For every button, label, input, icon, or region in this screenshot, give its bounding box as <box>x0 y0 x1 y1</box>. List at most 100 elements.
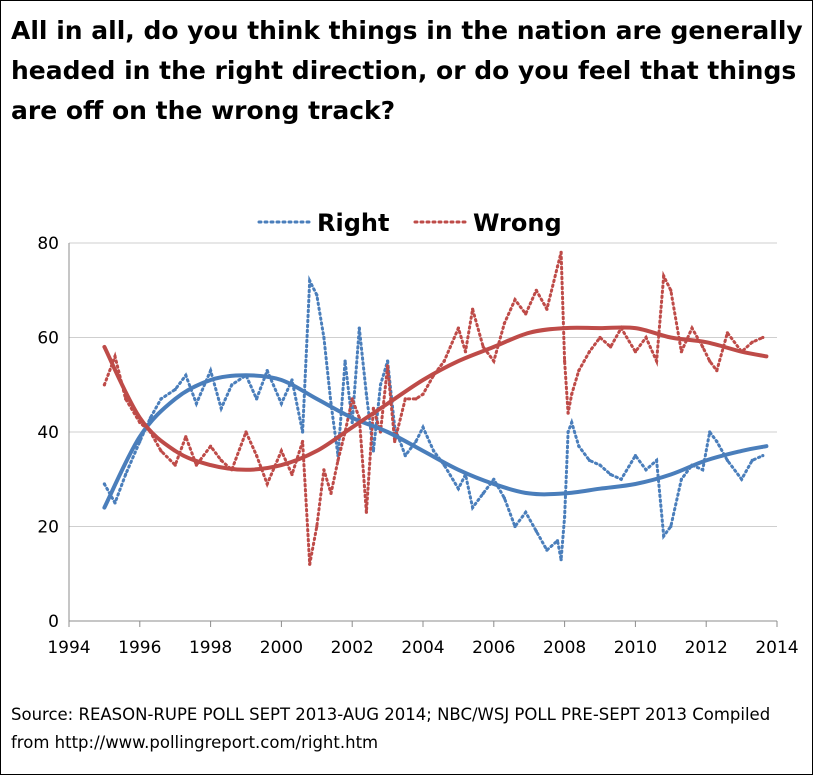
data-point-wrong <box>690 326 694 330</box>
data-point-wrong <box>471 307 475 311</box>
data-point-wrong <box>725 331 730 335</box>
data-point-wrong <box>761 335 765 340</box>
data-point-wrong <box>669 288 673 292</box>
data-point-wrong <box>609 345 613 349</box>
data-point-right <box>301 430 305 434</box>
data-point-wrong <box>322 468 326 472</box>
data-point-wrong <box>290 472 294 477</box>
data-point-wrong <box>194 463 198 467</box>
data-point-right <box>524 510 528 514</box>
data-point-wrong <box>301 439 305 444</box>
data-point-right <box>725 458 730 462</box>
x-tick-label: 2004 <box>401 638 444 658</box>
y-tick-label: 40 <box>37 423 59 443</box>
data-point-wrong <box>750 340 754 344</box>
data-point-wrong <box>633 350 638 354</box>
data-point-right <box>421 425 425 429</box>
data-point-right <box>343 359 347 363</box>
data-point-right <box>371 449 375 453</box>
data-point-wrong <box>570 392 574 396</box>
data-point-wrong <box>492 359 496 363</box>
x-tick-label: 1994 <box>47 638 90 658</box>
data-point-right <box>609 472 613 477</box>
data-point-wrong <box>587 350 592 354</box>
axes: 0 20 40 60 80 1994 1996 1998 2000 2002 2004 2006 200… <box>37 234 798 658</box>
data-point-wrong <box>555 265 560 269</box>
data-point-right <box>502 496 506 500</box>
data-point-right <box>662 534 666 538</box>
data-point-right <box>315 293 319 297</box>
data-point-right <box>750 458 754 462</box>
data-point-right <box>679 477 684 481</box>
data-point-right <box>456 487 460 491</box>
data-point-wrong <box>414 397 418 401</box>
x-tick-label: 2010 <box>614 638 657 658</box>
data-point-right <box>173 387 177 392</box>
data-point-wrong <box>563 359 567 363</box>
data-point-right <box>471 506 475 510</box>
series-layer <box>102 250 769 566</box>
data-point-wrong <box>184 435 188 439</box>
data-point-right <box>230 383 234 387</box>
x-tick-label: 2014 <box>755 638 798 658</box>
legend-right-label: Right <box>317 209 389 237</box>
data-point-right <box>644 468 648 472</box>
data-point-wrong <box>421 392 425 396</box>
data-point-right <box>194 402 198 406</box>
data-point-right <box>364 392 368 396</box>
data-point-right <box>219 406 223 410</box>
data-point-wrong <box>701 345 705 349</box>
data-point-right <box>570 420 574 425</box>
data-point-wrong <box>209 444 213 448</box>
data-point-wrong <box>265 482 269 486</box>
data-point-wrong <box>279 449 283 453</box>
data-point-wrong <box>364 510 368 514</box>
data-point-right <box>701 468 705 472</box>
source-note: Source: REASON-RUPE POLL SEPT 2013-AUG 2… <box>11 705 771 752</box>
data-point-wrong <box>336 458 340 462</box>
data-point-right <box>308 279 312 283</box>
data-point-right <box>577 444 581 448</box>
data-point-right <box>545 548 549 552</box>
data-point-right <box>708 430 712 434</box>
x-tick-label: 2008 <box>543 638 586 658</box>
data-point-right <box>555 539 560 543</box>
data-point-right <box>102 482 106 486</box>
data-point-wrong <box>502 321 506 325</box>
data-point-right <box>619 477 623 481</box>
data-point-wrong <box>708 359 712 363</box>
data-point-wrong <box>442 359 446 363</box>
data-point-wrong <box>113 354 117 358</box>
x-tick-label: 1996 <box>118 638 161 658</box>
data-point-wrong <box>393 439 397 444</box>
gridlines <box>69 242 777 527</box>
series-line-right <box>102 274 765 560</box>
data-point-wrong <box>715 369 719 373</box>
data-point-wrong <box>577 369 581 373</box>
data-point-wrong <box>545 307 549 311</box>
data-point-right <box>290 378 294 382</box>
series-line-wrong <box>102 252 765 565</box>
legend-wrong-label: Wrong <box>473 209 562 237</box>
data-point-wrong <box>173 463 177 467</box>
y-tick-label: 20 <box>37 518 59 538</box>
data-point-wrong <box>386 364 390 368</box>
x-tick-label: 2012 <box>685 638 728 658</box>
data-point-wrong <box>403 397 407 401</box>
data-point-wrong <box>308 562 312 566</box>
data-point-wrong <box>124 397 128 401</box>
data-point-wrong <box>644 335 648 340</box>
data-point-right <box>566 430 570 434</box>
data-point-right <box>378 383 383 387</box>
data-point-right <box>414 439 418 444</box>
data-point-wrong <box>679 350 684 354</box>
data-point-right <box>563 515 567 519</box>
data-point-right <box>559 558 563 562</box>
y-tick-label: 60 <box>37 329 59 349</box>
legend: Right Wrong <box>257 209 562 237</box>
data-point-wrong <box>598 335 602 340</box>
data-point-right <box>492 477 496 481</box>
data-point-right <box>481 491 485 495</box>
